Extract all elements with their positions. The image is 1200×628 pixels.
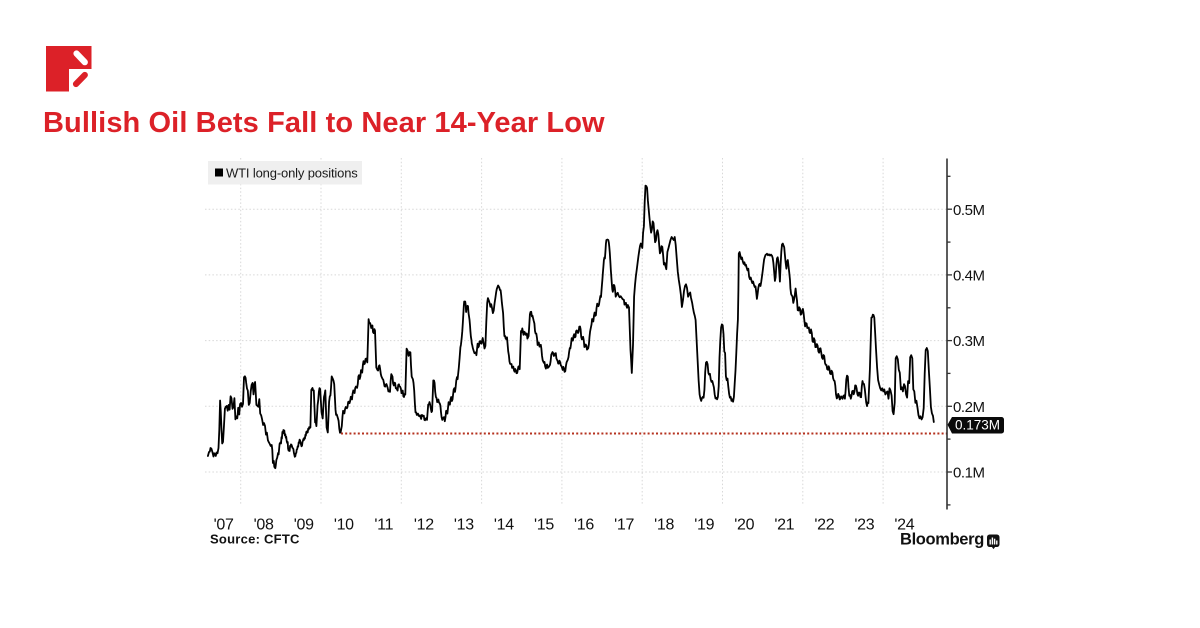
svg-text:0.173M: 0.173M xyxy=(955,418,1000,433)
svg-text:'18: '18 xyxy=(654,517,674,534)
svg-text:0.2M: 0.2M xyxy=(953,399,985,416)
svg-text:'17: '17 xyxy=(614,517,634,534)
svg-text:Source: CFTC: Source: CFTC xyxy=(210,532,300,547)
svg-text:0.5M: 0.5M xyxy=(953,202,985,219)
svg-text:'16: '16 xyxy=(574,517,594,534)
svg-text:'24: '24 xyxy=(894,517,914,534)
svg-text:'09: '09 xyxy=(294,517,314,534)
svg-text:'19: '19 xyxy=(694,517,714,534)
svg-text:'08: '08 xyxy=(254,517,274,534)
svg-text:'20: '20 xyxy=(734,517,754,534)
svg-text:Bloomberg: Bloomberg xyxy=(900,531,984,549)
svg-text:0.1M: 0.1M xyxy=(953,465,985,482)
svg-text:WTI long-only positions: WTI long-only positions xyxy=(226,165,358,180)
svg-text:0.4M: 0.4M xyxy=(953,268,985,285)
svg-text:'14: '14 xyxy=(494,517,514,534)
svg-text:'11: '11 xyxy=(374,517,393,534)
svg-text:'22: '22 xyxy=(814,517,834,534)
svg-text:'23: '23 xyxy=(854,517,874,534)
svg-text:'13: '13 xyxy=(454,517,474,534)
svg-text:'21: '21 xyxy=(774,517,794,534)
svg-text:'12: '12 xyxy=(414,517,434,534)
svg-text:'07: '07 xyxy=(214,517,234,534)
svg-text:'15: '15 xyxy=(534,517,554,534)
svg-text:0.3M: 0.3M xyxy=(953,333,985,350)
svg-text:'10: '10 xyxy=(334,517,354,534)
